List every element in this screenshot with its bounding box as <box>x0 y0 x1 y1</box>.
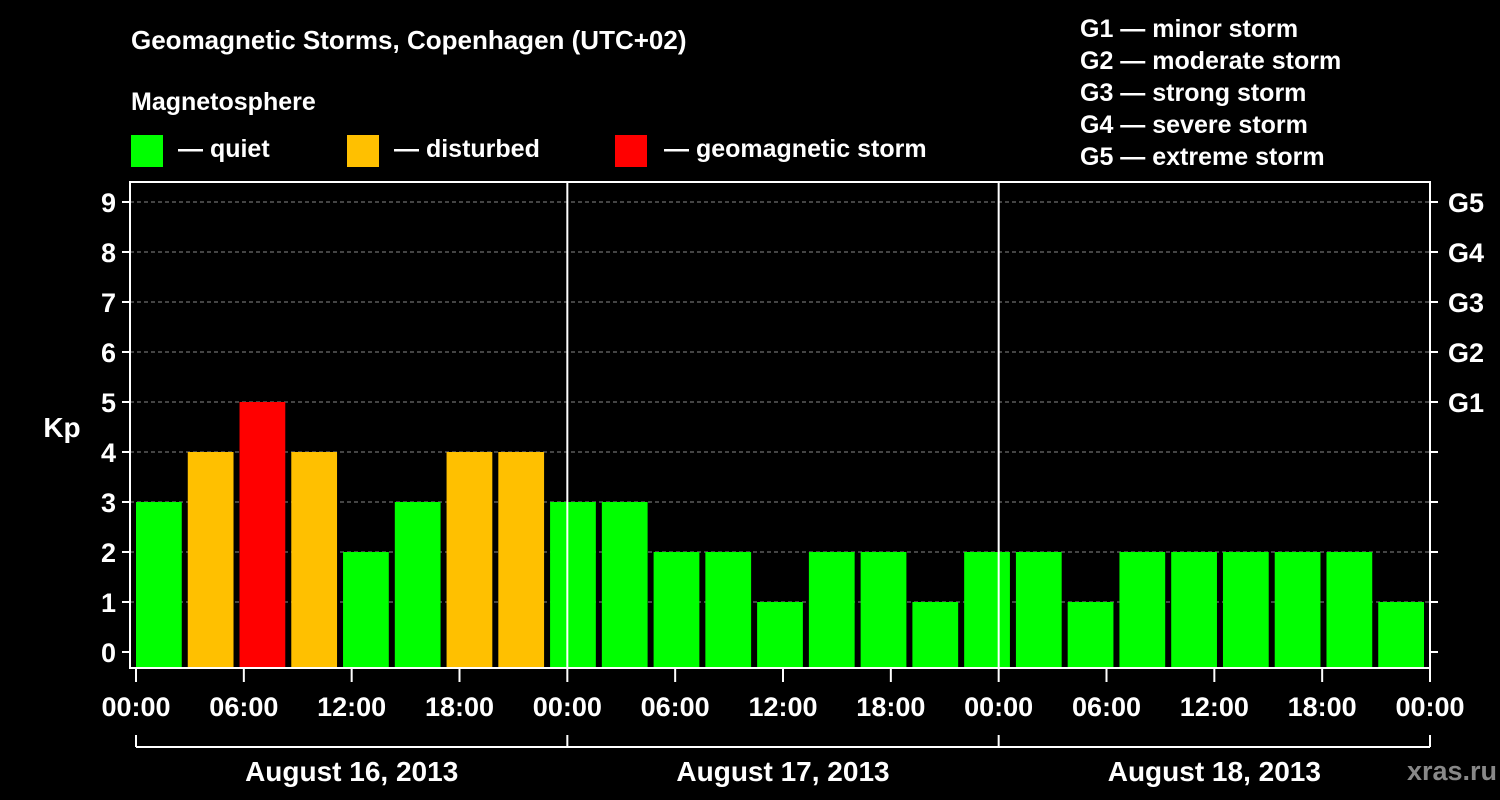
right-tick-label: G5 <box>1448 188 1484 218</box>
storm-scale-g1: G1 — minor storm <box>1080 15 1298 43</box>
x-tick-label: 12:00 <box>317 692 386 722</box>
bar <box>601 502 648 668</box>
legend-label-disturbed: — disturbed <box>394 135 540 163</box>
legend-item-storm: — geomagnetic storm <box>615 135 927 167</box>
bar <box>187 452 234 668</box>
bar <box>1274 552 1321 668</box>
y-tick-label: 8 <box>101 238 116 268</box>
legend-label-storm: — geomagnetic storm <box>664 135 927 163</box>
x-tick-label: 18:00 <box>425 692 494 722</box>
bar <box>1171 552 1217 668</box>
y-tick-label: 5 <box>101 388 116 418</box>
bar <box>291 452 338 668</box>
y-tick-label: 4 <box>101 438 116 468</box>
right-tick-label: G4 <box>1448 238 1484 268</box>
chart-title: Geomagnetic Storms, Copenhagen (UTC+02) <box>131 25 686 55</box>
bar <box>705 552 752 668</box>
bar <box>394 502 441 668</box>
bar <box>653 552 700 668</box>
x-tick-label: 00:00 <box>533 692 602 722</box>
storm-scale-g3: G3 — strong storm <box>1080 79 1306 107</box>
bar <box>1378 602 1424 668</box>
x-tick-label: 00:00 <box>101 692 170 722</box>
x-tick-label: 00:00 <box>964 692 1033 722</box>
plot-frame <box>129 181 1431 669</box>
right-tick-label: G3 <box>1448 288 1484 318</box>
bar <box>912 602 959 668</box>
x-tick-label: 18:00 <box>856 692 925 722</box>
y-tick-label: 3 <box>101 488 116 518</box>
day-label: August 16, 2013 <box>245 756 458 787</box>
watermark: xras.ru <box>1407 756 1497 786</box>
bar <box>343 552 389 668</box>
x-tick-label: 06:00 <box>1072 692 1141 722</box>
legend-item-disturbed: — disturbed <box>347 135 540 167</box>
bar <box>550 502 596 668</box>
storm-scale-g2: G2 — moderate storm <box>1080 47 1341 75</box>
storm-scale-legend: G1 — minor storm G2 — moderate storm G3 … <box>1080 15 1341 171</box>
y-tick-label: 7 <box>101 288 116 318</box>
bar <box>757 602 803 668</box>
bar <box>1067 602 1114 668</box>
day-label: August 17, 2013 <box>676 756 889 787</box>
legend-item-quiet: — quiet <box>131 135 270 167</box>
bar <box>498 452 545 668</box>
legend-swatch-disturbed <box>347 135 379 167</box>
legend-swatch-quiet <box>131 135 163 167</box>
x-tick-label: 12:00 <box>748 692 817 722</box>
y-tick-label: 1 <box>101 588 116 618</box>
bar <box>808 552 855 668</box>
x-tick-label: 06:00 <box>641 692 710 722</box>
right-tick-label: G1 <box>1448 388 1484 418</box>
x-tick-label: 00:00 <box>1395 692 1464 722</box>
storm-scale-g4: G4 — severe storm <box>1080 111 1308 139</box>
bar <box>1326 552 1373 668</box>
legend-label-quiet: — quiet <box>178 135 270 163</box>
x-tick-label: 18:00 <box>1288 692 1357 722</box>
y-tick-label: 2 <box>101 538 116 568</box>
legend-title: Magnetosphere <box>131 88 316 116</box>
legend-swatch-storm <box>615 135 647 167</box>
y-tick-label: 9 <box>101 188 116 218</box>
y-axis-label: Kp <box>43 412 80 443</box>
bar <box>136 502 182 668</box>
storm-scale-g5: G5 — extreme storm <box>1080 143 1325 171</box>
bar <box>860 552 907 668</box>
bar <box>446 452 493 668</box>
x-tick-label: 12:00 <box>1180 692 1249 722</box>
y-tick-label: 6 <box>101 338 116 368</box>
x-tick-label: 06:00 <box>209 692 278 722</box>
bar <box>1222 552 1269 668</box>
right-tick-label: G2 <box>1448 338 1484 368</box>
bars <box>136 402 1424 668</box>
y-tick-label: 0 <box>101 638 116 668</box>
bar <box>964 552 1010 668</box>
bar <box>1119 552 1166 668</box>
bar <box>1015 552 1062 668</box>
axes: 0 1 2 3 4 5 6 7 8 9 G1 G2 G3 G4 G5 00:00 06:00 12:00 18:00… <box>101 181 1484 787</box>
bar <box>239 402 286 668</box>
day-label: August 18, 2013 <box>1108 756 1321 787</box>
